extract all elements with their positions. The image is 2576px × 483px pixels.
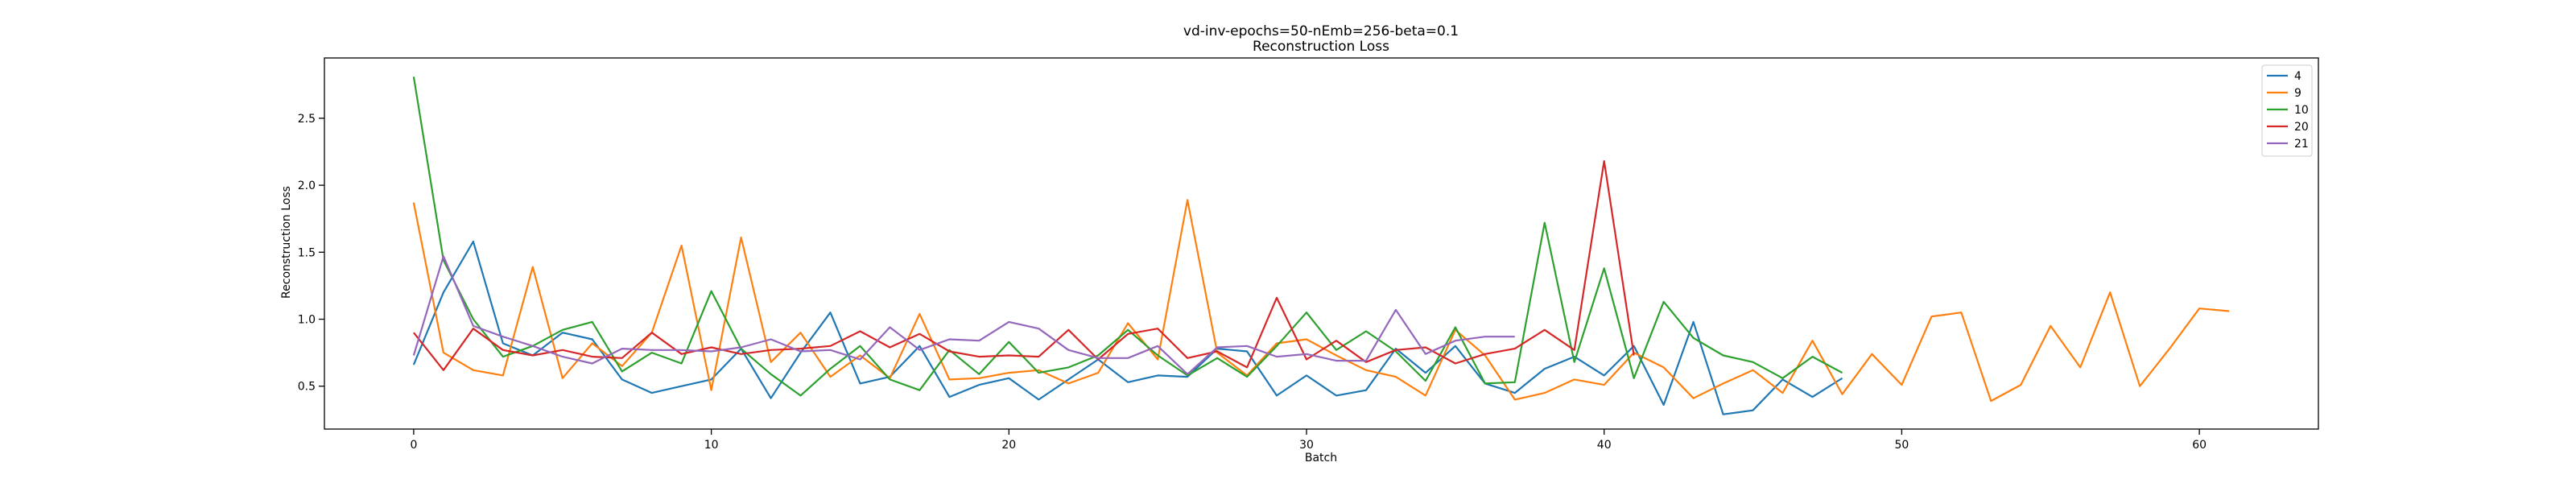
legend-label-21: 21 <box>2294 138 2309 151</box>
legend-label-20: 20 <box>2294 121 2309 134</box>
legend-label-4: 4 <box>2294 70 2301 83</box>
x-tick-label: 30 <box>1299 439 1314 452</box>
plot-area: 0 10 20 30 40 50 60 0.5 1.0 1.5 2.0 2.5 <box>298 57 2319 452</box>
y-tick-label: 1.5 <box>298 246 316 259</box>
x-tick-label: 10 <box>704 439 719 452</box>
x-tick-label: 40 <box>1597 439 1612 452</box>
y-tick-label: 1.0 <box>298 314 316 327</box>
y-tick-label: 2.0 <box>298 180 316 192</box>
legend-label-9: 9 <box>2294 87 2301 100</box>
legend-box <box>2261 64 2313 157</box>
series-line-21 <box>412 255 1515 375</box>
series-line-10 <box>412 76 1843 397</box>
y-tick-label: 0.5 <box>298 381 316 394</box>
x-tick-label: 20 <box>1001 439 1016 452</box>
x-tick-label: 50 <box>1895 439 1909 452</box>
y-axis-label: Reconstruction Loss <box>280 186 293 299</box>
legend: 4 9 10 20 21 <box>2261 64 2313 157</box>
plot-frame <box>324 57 2319 430</box>
y-tick-label: 2.5 <box>298 113 316 126</box>
series-line-9 <box>412 199 2230 402</box>
x-tick-label: 60 <box>2192 439 2207 452</box>
legend-label-10: 10 <box>2294 104 2309 117</box>
chart-title: vd-inv-epochs=50-nEmb=256-beta=0.1 <box>1183 23 1459 39</box>
series-line-20 <box>413 160 1635 371</box>
x-axis-label: Batch <box>1305 452 1337 464</box>
chart-subtitle: Reconstruction Loss <box>1253 39 1389 55</box>
series-line-4 <box>412 240 1843 415</box>
x-tick-label: 0 <box>410 439 417 452</box>
